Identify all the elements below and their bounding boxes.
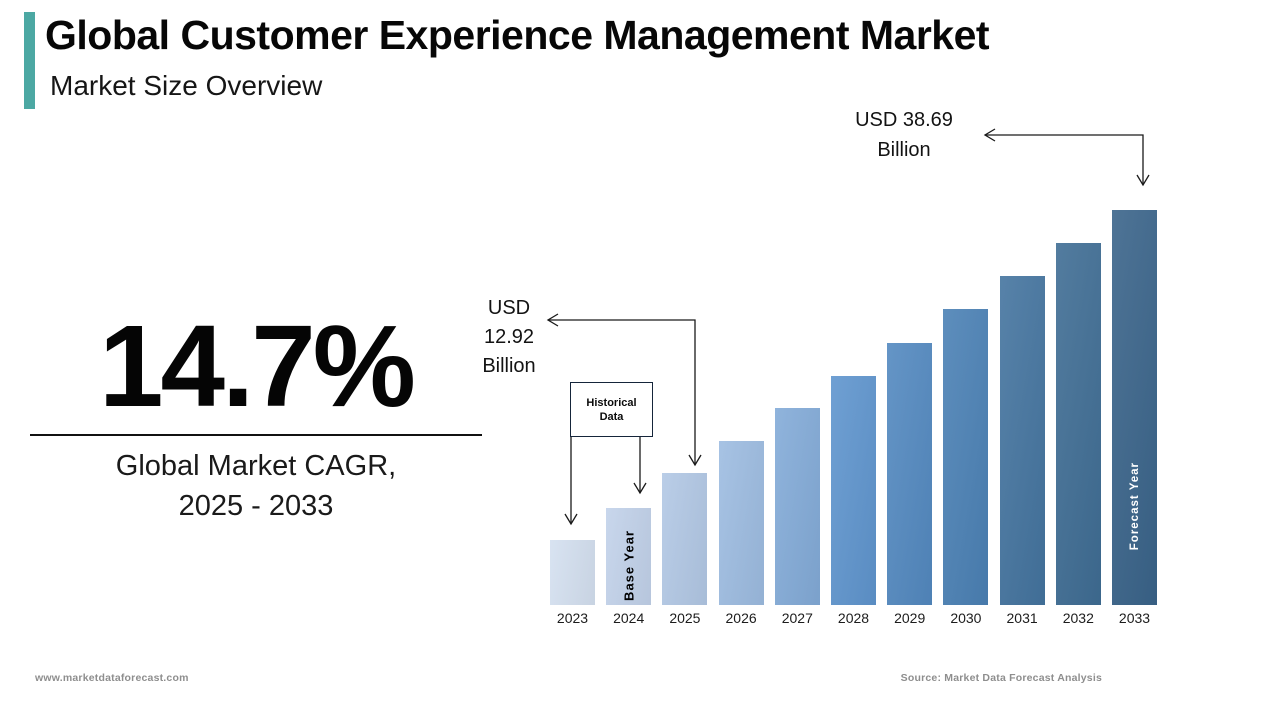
cagr-caption: Global Market CAGR, 2025 - 2033 <box>30 446 482 526</box>
layers-logo-icon <box>1160 26 1250 111</box>
bar-2031 <box>999 276 1045 605</box>
page-subtitle: Market Size Overview <box>50 70 323 101</box>
footer-website: www.marketdataforecast.com <box>35 672 189 684</box>
footer-source: Source: Market Data Forecast Analysis <box>900 672 1102 684</box>
callout-usd-2025-line3: Billion <box>482 355 536 377</box>
page-title: Global Customer Experience Management Ma… <box>45 12 990 58</box>
accent-bar <box>24 12 35 109</box>
bar-2026 <box>718 441 764 605</box>
year-label-2024: 2024 <box>613 610 645 626</box>
year-label-2023: 2023 <box>556 610 589 626</box>
bar-2025 <box>662 473 708 605</box>
callout-usd-2025-line1: USD <box>487 297 531 319</box>
callout-usd-2033: USD 38.69 Billion <box>838 105 970 165</box>
year-label-2025: 2025 <box>669 610 701 626</box>
bar-2033: Forecast Year <box>1112 210 1157 605</box>
year-label-2029: 2029 <box>894 610 926 626</box>
year-label-2031: 2031 <box>1006 610 1038 626</box>
bar-2030 <box>943 309 989 605</box>
base-year-label: Base Year <box>621 530 637 601</box>
year-label-2027: 2027 <box>781 610 813 626</box>
year-label-2030: 2030 <box>950 610 982 626</box>
forecast-year-label: Forecast Year <box>1128 461 1141 550</box>
cagr-caption-line1: Global Market CAGR, <box>115 450 397 482</box>
bar-2024: Base Year <box>606 508 652 605</box>
callout-usd-2025-line2: 12.92 <box>483 326 535 348</box>
bar-2029 <box>887 343 933 605</box>
bar-2023 <box>550 540 595 605</box>
bar-2032 <box>1055 243 1101 605</box>
callout-usd-2025: USD 12.92 Billion <box>470 294 548 381</box>
year-label-2028: 2028 <box>837 610 870 626</box>
cagr-value: 14.7% <box>99 301 416 431</box>
callout-usd-2033-line1: USD 38.69 <box>855 109 953 131</box>
market-size-bar-chart: 2023 Base Year 2024 2025 2026 2027 2028 2029 203… <box>550 0 1170 640</box>
historical-data-line2: Data <box>599 410 624 423</box>
year-label-2033: 2033 <box>1118 610 1151 626</box>
cagr-caption-line2: 2025 - 2033 <box>178 490 334 522</box>
historical-data-box: Historical Data <box>570 382 653 437</box>
year-label-2032: 2032 <box>1062 610 1094 626</box>
bar-2027 <box>774 408 820 605</box>
year-label-2026: 2026 <box>725 610 757 626</box>
historical-data-line1: Historical <box>586 396 637 409</box>
stat-divider <box>30 434 482 436</box>
callout-usd-2033-line2: Billion <box>877 139 931 161</box>
bar-2028 <box>831 376 876 605</box>
